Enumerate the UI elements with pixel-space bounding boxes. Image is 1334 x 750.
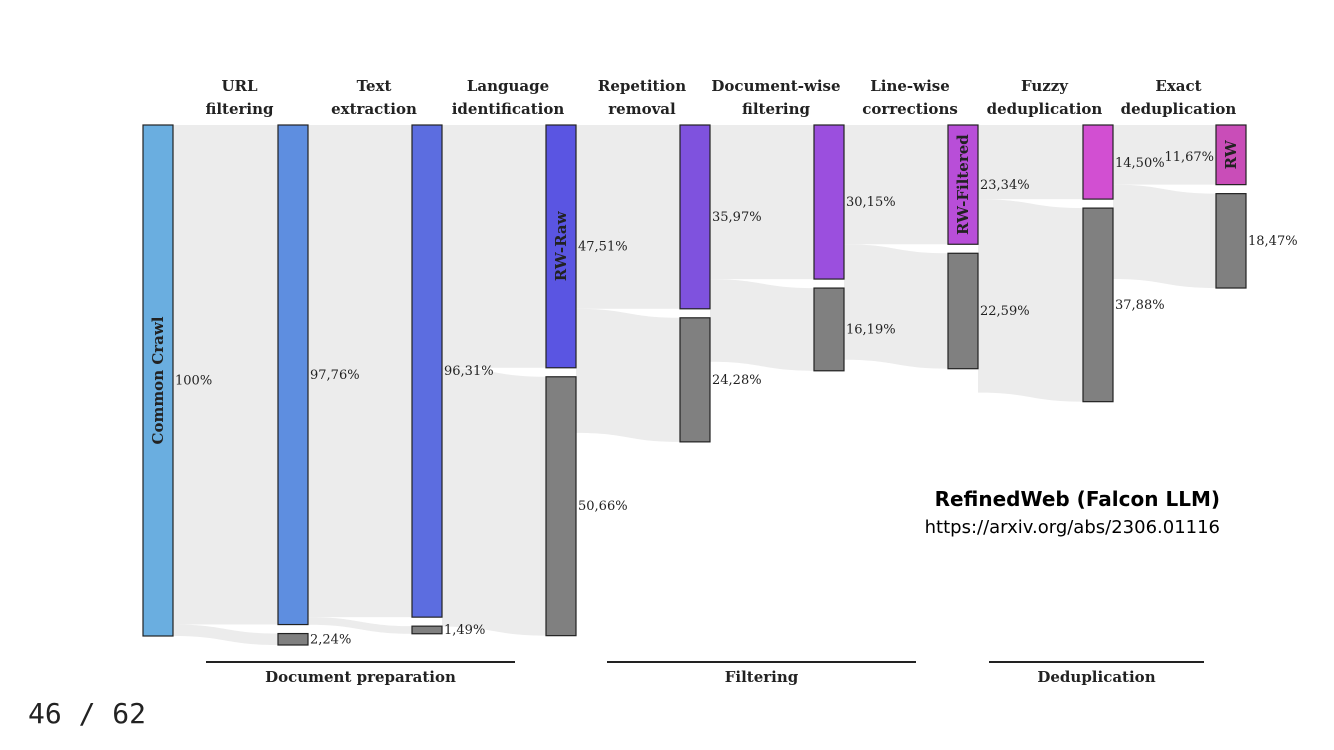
group-label-2: Deduplication <box>1037 668 1155 686</box>
group-labels: Document preparation Filtering Deduplicati… <box>206 661 1204 686</box>
flow-removed-6 <box>978 199 1083 402</box>
kept-bar-2 <box>411 124 443 618</box>
flow-removed-3 <box>576 308 680 442</box>
kept-bar-4 <box>679 124 711 310</box>
flow-kept-7 <box>1113 125 1216 185</box>
kept-label-4: 35,97% <box>712 210 762 225</box>
bar-name-3: RW-Raw <box>552 210 570 281</box>
kept-label-3: 47,51% <box>578 239 628 254</box>
stage-sublabel-6: deduplication <box>987 100 1103 118</box>
removed-bar-6 <box>947 252 979 370</box>
flow-kept-5 <box>844 125 948 245</box>
stage-sublabel-2: identification <box>452 100 565 118</box>
stage-sublabel-7: deduplication <box>1121 100 1237 118</box>
stage-label-7: Exact <box>1155 77 1201 95</box>
kept-bar-6 <box>947 124 979 245</box>
removed-bar-8 <box>1215 193 1247 289</box>
stage-label-4: Document-wise <box>711 77 840 95</box>
kept-label-0: 100% <box>175 374 212 389</box>
flow-kept-2 <box>442 125 546 368</box>
kept-label-8: 11,67% <box>1164 150 1214 165</box>
removed-bar-7 <box>1082 207 1114 403</box>
stage-label-5: Line-wise <box>870 77 950 95</box>
stage-label-3: Repetition <box>598 77 686 95</box>
bar-name-0: Common Crawl <box>149 316 167 444</box>
kept-bar-1 <box>277 124 309 626</box>
removed-bar-5 <box>813 287 845 372</box>
kept-label-2: 96,31% <box>444 364 494 379</box>
flow-removed-1 <box>308 617 412 634</box>
removed-label-8: 18,47% <box>1248 234 1298 249</box>
flow-kept-6 <box>978 125 1083 200</box>
bar-name-8: RW <box>1222 139 1240 169</box>
page-number: 46 / 62 <box>28 697 147 730</box>
flow-kept-3 <box>576 125 680 309</box>
stage-sublabel-4: filtering <box>742 100 811 118</box>
removed-bar-3 <box>545 376 577 637</box>
flow-kept-1 <box>308 125 412 618</box>
kept-label-7: 14,50% <box>1115 156 1165 171</box>
removed-bar-2 <box>411 625 443 635</box>
kept-label-1: 97,76% <box>310 368 360 383</box>
kept-bar-0 <box>142 124 174 637</box>
kept-label-5: 30,15% <box>846 195 896 210</box>
kept-bar-5 <box>813 124 845 280</box>
group-label-0: Document preparation <box>265 668 456 686</box>
removed-label-6: 22,59% <box>980 304 1030 319</box>
bars: 100% Common Crawl 97,76% 2,24% 96,31% 1,49% 47… <box>142 124 1298 647</box>
removed-label-4: 24,28% <box>712 373 762 388</box>
stage-sublabel-5: corrections <box>862 100 958 118</box>
kept-bar-3 <box>545 124 577 369</box>
flow-kept-0 <box>173 125 278 625</box>
flow-removed-2 <box>442 367 546 636</box>
kept-bar-8 <box>1215 124 1247 186</box>
removed-label-5: 16,19% <box>846 322 896 337</box>
stage-sublabel-1: extraction <box>331 100 417 118</box>
stage-sublabel-0: filtering <box>205 100 274 118</box>
removed-bar-4 <box>679 317 711 443</box>
flow-removed-4 <box>710 279 814 371</box>
removed-bar-1 <box>277 632 309 646</box>
removed-label-7: 37,88% <box>1115 298 1165 313</box>
stage-labels: URL filtering Text extraction Language identi… <box>205 77 1236 118</box>
stage-label-0: URL <box>221 77 258 95</box>
bar-name-6: RW-Filtered <box>954 134 972 235</box>
stage-sublabel-3: removal <box>608 100 676 118</box>
reference-title: RefinedWeb (Falcon LLM) <box>934 487 1220 511</box>
stage-label-2: Language <box>467 77 549 95</box>
stage-label-6: Fuzzy <box>1021 77 1069 95</box>
flow-kept-4 <box>710 125 814 280</box>
kept-label-6: 23,34% <box>980 178 1030 193</box>
flow-bands <box>173 125 1216 645</box>
removed-label-3: 50,66% <box>578 499 628 514</box>
kept-bar-7 <box>1082 124 1114 200</box>
removed-label-2: 1,49% <box>444 623 485 638</box>
reference-url: https://arxiv.org/abs/2306.01116 <box>924 517 1220 538</box>
flow-removed-0 <box>173 624 278 645</box>
removed-label-1: 2,24% <box>310 632 351 647</box>
flow-removed-5 <box>844 244 948 369</box>
stage-label-1: Text <box>357 77 392 95</box>
group-label-1: Filtering <box>725 668 799 686</box>
flow-removed-7 <box>1113 184 1216 289</box>
